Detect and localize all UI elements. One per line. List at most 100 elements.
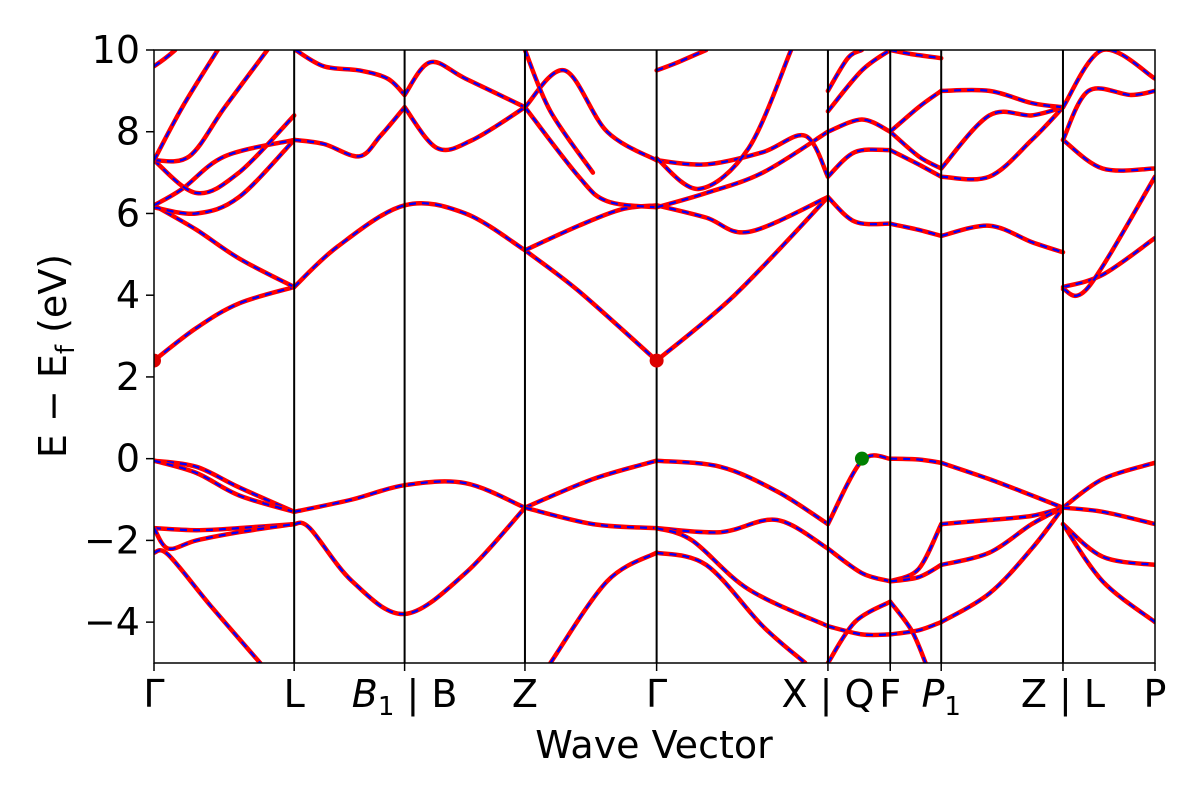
x-tick-label: L [284, 672, 305, 716]
band-line-dashed [826, 454, 891, 525]
band-line-solid [522, 505, 659, 531]
band-line-solid [825, 147, 893, 179]
band-line-dashed [154, 459, 295, 513]
vbm-marker [854, 451, 869, 466]
band-line-dashed [656, 196, 829, 234]
band-line-dashed [827, 196, 891, 226]
band-line-solid [938, 104, 1066, 171]
x-axis-ticks: Γ L B1 | B Z Γ X | Q F P1 Z | L P [143, 663, 1166, 722]
band-line-solid [1060, 137, 1155, 173]
band-line-dashed [1062, 461, 1155, 509]
band-line-dashed [295, 50, 406, 96]
x-tick-label: F [879, 672, 901, 716]
band-line-dashed [154, 50, 219, 161]
band-line-solid [938, 505, 1066, 625]
band-line-solid [938, 505, 1066, 568]
band-line-dashed [154, 114, 295, 195]
band-line-dashed [890, 457, 942, 464]
band-line-dashed [524, 506, 657, 530]
band-line-solid [825, 194, 893, 227]
band-line-dashed [827, 148, 891, 178]
band-line-solid [1060, 50, 1155, 110]
plot-frame [153, 49, 1156, 664]
band-line-dashed [549, 551, 658, 663]
band-line-dashed [889, 523, 943, 583]
band-line-dashed [656, 50, 707, 72]
band-line-dashed [154, 285, 295, 362]
y-axis-label: E − Ef (eV) [31, 254, 81, 458]
band-line-solid [154, 284, 297, 363]
band-line-dashed [1062, 523, 1155, 623]
band-line-solid [522, 203, 659, 253]
band-line-dashed [940, 507, 1064, 624]
x-tick-label: P [1144, 672, 1167, 716]
band-line-dashed [890, 621, 942, 636]
band-line-dashed [293, 202, 526, 288]
band-line-solid [654, 517, 831, 551]
band-edge-markers [154, 353, 869, 466]
y-tick-label: 4 [116, 273, 140, 317]
band-line-dashed [827, 625, 891, 637]
cbm-marker [649, 353, 664, 368]
band-line-dashed [941, 88, 1064, 109]
band-line-dashed [523, 50, 594, 174]
band-line-solid [654, 194, 831, 363]
x-tick-label: P1 [921, 672, 960, 722]
band-line-dashed [941, 506, 1064, 526]
band-line-solid [1060, 235, 1155, 290]
x-tick-label: Γ [143, 672, 164, 716]
band-line-solid [154, 203, 297, 290]
y-tick-label: 8 [116, 110, 140, 154]
band-line-dashed [294, 106, 406, 158]
x-tick-label: X | Q [781, 672, 874, 717]
x-tick-label: Z [512, 672, 538, 716]
band-line-dashed [890, 563, 942, 583]
band-line-dashed [826, 600, 891, 663]
band-line-dashed [1062, 176, 1155, 297]
x-tick-label: B1 | B [352, 672, 458, 722]
band-line-dashed [827, 50, 891, 113]
band-line-solid [825, 50, 893, 114]
cbm-marker [154, 353, 161, 368]
x-tick-label: Z | L [1021, 672, 1105, 717]
band-line-dashed [524, 106, 657, 209]
band-line-solid [654, 525, 831, 629]
band-line-solid [293, 50, 407, 98]
band-line-dashed [941, 106, 1064, 181]
band-line-solid [654, 458, 831, 527]
band-line-solid [887, 619, 944, 637]
band-line-solid [1060, 86, 1155, 143]
y-tick-label: −4 [84, 600, 140, 644]
band-line-solid [938, 223, 1066, 255]
band-line-dashed [889, 149, 942, 178]
band-line-dashed [656, 459, 829, 526]
high-symmetry-lines [293, 50, 1064, 663]
band-line-solid [154, 137, 297, 217]
band-line-dashed [889, 50, 942, 60]
band-line-solid [154, 50, 270, 164]
band-line-solid [825, 117, 893, 134]
y-tick-label: 0 [116, 437, 140, 481]
band-line-dashed [524, 249, 658, 362]
band-line-dashed [293, 506, 526, 616]
band-line-solid [654, 129, 831, 210]
band-line-dashed [889, 222, 942, 237]
y-tick-label: 10 [92, 28, 140, 72]
band-line-solid [887, 599, 928, 663]
band-line-solid [887, 88, 944, 134]
band-line-dashed [1062, 50, 1155, 108]
band-line-solid [291, 200, 528, 290]
band-line-solid [825, 50, 865, 94]
band-line-dashed [656, 527, 829, 628]
band-line-dashed [827, 547, 891, 583]
band-line-solid [938, 460, 1066, 510]
band-line-solid [522, 68, 659, 163]
band-line-dashed [1062, 523, 1155, 566]
band-line-dashed [656, 551, 807, 663]
band-line-solid [154, 458, 297, 515]
band-line-dashed [154, 204, 295, 288]
band-line-dashed [154, 459, 295, 513]
band-line-dashed [1062, 237, 1155, 289]
band-line-dashed [403, 106, 526, 152]
